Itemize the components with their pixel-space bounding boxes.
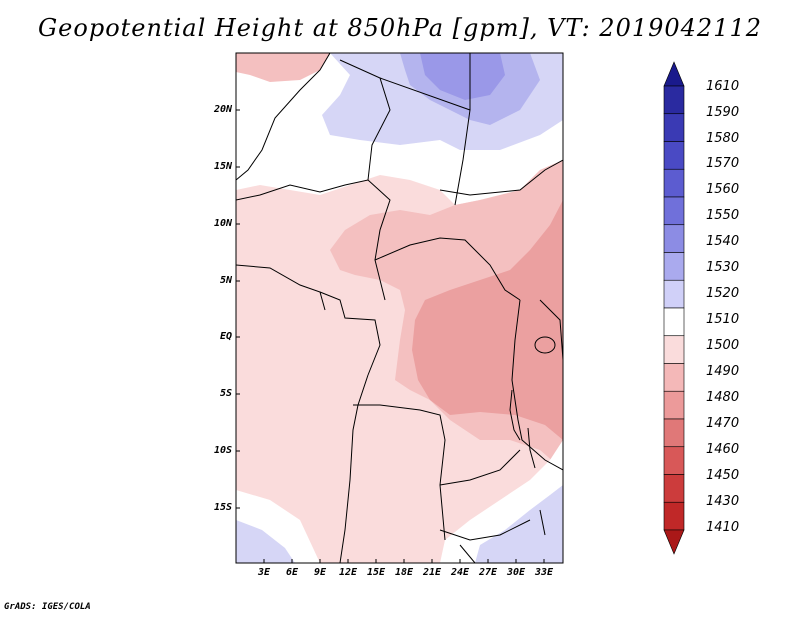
lon-label: 21E [422, 567, 442, 578]
field-1480-central [412, 200, 563, 440]
colorbar-swatch [663, 252, 685, 281]
colorbar-label: 1450 [706, 468, 740, 483]
colorbar-label: 1610 [706, 79, 740, 94]
lat-label: EQ [219, 331, 232, 342]
colorbar-top-arrow [663, 61, 685, 87]
colorbar-bottom-arrow [663, 529, 685, 555]
lon-label: 15E [366, 567, 386, 578]
colorbar-label: 1520 [706, 286, 740, 301]
field-1540-north [420, 53, 505, 100]
lon-label: 18E [394, 567, 414, 578]
colorbar-label: 1490 [706, 364, 740, 379]
lakes [509, 336, 556, 536]
height-field [236, 53, 563, 563]
colorbar-swatch [663, 224, 685, 253]
colorbar-swatch [663, 390, 685, 420]
colorbar-label: 1480 [706, 390, 740, 405]
lon-label: 6E [285, 567, 299, 578]
lat-label: 5S [219, 388, 232, 399]
lon-label: 27E [478, 567, 498, 578]
colorbar-label: 1540 [706, 234, 740, 249]
lat-label: 15S [213, 502, 232, 513]
credit-text: GrADS: IGES/COLA [4, 602, 91, 612]
borders [236, 53, 563, 563]
colorbar-label: 1570 [706, 156, 740, 171]
lon-label: 12E [338, 567, 358, 578]
colorbar-label: 1470 [706, 416, 740, 431]
colorbar-label: 1500 [706, 338, 740, 353]
lat-label: 5N [219, 275, 232, 286]
colorbar-label: 1430 [706, 494, 740, 509]
colorbar-label: 1460 [706, 442, 740, 457]
map-frame [235, 52, 564, 564]
lon-label: 9E [313, 567, 327, 578]
colorbar-label: 1530 [706, 260, 740, 275]
colorbar-label: 1590 [706, 105, 740, 120]
colorbar-swatch [663, 446, 685, 475]
colorbar-swatch [663, 335, 685, 364]
colorbar [663, 61, 685, 555]
colorbar-label: 1410 [706, 520, 740, 535]
lon-label: 30E [506, 567, 526, 578]
lat-label: 15N [213, 161, 232, 172]
colorbar-label: 1550 [706, 208, 740, 223]
field-1490-northwest [236, 53, 330, 82]
colorbar-swatch [663, 196, 685, 226]
lat-label: 10S [213, 445, 232, 456]
lat-label: 20N [213, 104, 232, 115]
colorbar-swatch [663, 501, 685, 531]
colorbar-swatch [663, 363, 685, 392]
colorbar-label: 1580 [706, 131, 740, 146]
colorbar-swatch [663, 85, 685, 115]
colorbar-swatch [663, 141, 685, 170]
lat-label: 10N [213, 218, 232, 229]
colorbar-swatch [663, 113, 685, 142]
colorbar-label: 1560 [706, 182, 740, 197]
lon-label: 24E [450, 567, 470, 578]
colorbar-swatch [663, 168, 685, 198]
lon-label: 33E [534, 567, 554, 578]
colorbar-swatch [663, 474, 685, 503]
axis-ticks [236, 109, 545, 563]
colorbar-swatch [663, 307, 685, 337]
colorbar-swatch [663, 279, 685, 309]
field-1520-southwest [236, 520, 295, 563]
colorbar-label: 1510 [706, 312, 740, 327]
colorbar-swatch [663, 418, 685, 448]
field-1500-west [236, 270, 345, 563]
lon-label: 3E [257, 567, 271, 578]
field-1520-southeast [475, 485, 563, 563]
figure-title: Geopotential Height at 850hPa [gpm], VT:… [38, 14, 762, 42]
